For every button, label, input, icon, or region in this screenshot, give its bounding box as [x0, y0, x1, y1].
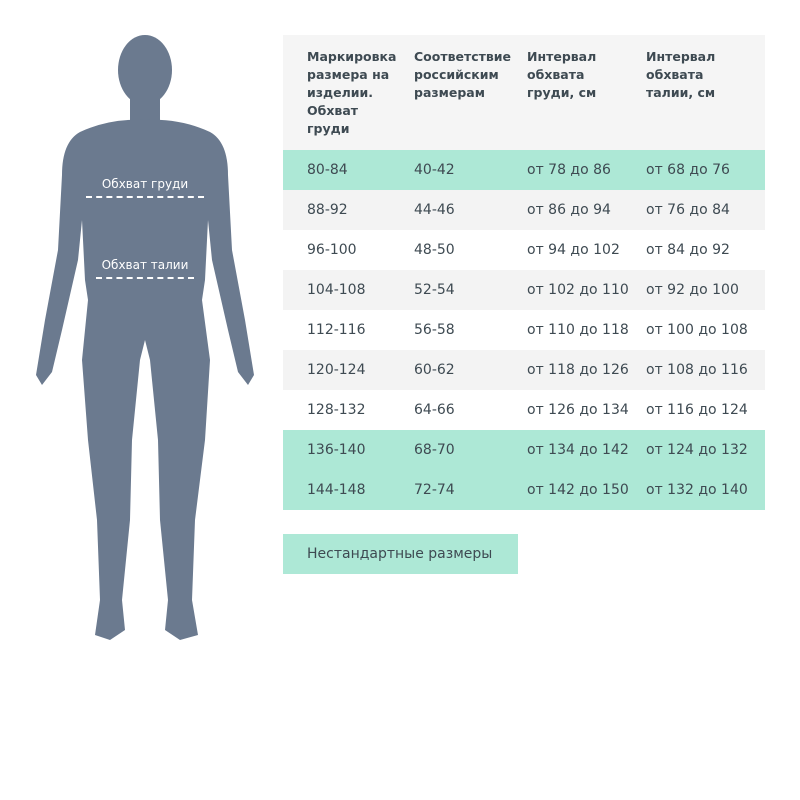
table-cell: 48-50 [414, 242, 455, 258]
table-cell: 56-58 [414, 322, 455, 338]
table-cell: 64-66 [414, 402, 455, 418]
waist-line [96, 277, 194, 279]
table-cell: 40-42 [414, 162, 455, 178]
table-cell: от 118 до 126 [527, 362, 629, 378]
table-row: 80-84 40-42 от 78 до 86 от 68 до 76 [283, 150, 765, 190]
chest-label: Обхват груди [101, 177, 189, 191]
table-cell: 112-116 [307, 322, 366, 338]
table-cell: от 108 до 116 [646, 362, 748, 378]
table-cell: 88-92 [307, 202, 348, 218]
table-cell: от 92 до 100 [646, 282, 739, 298]
table-cell: 136-140 [307, 442, 366, 458]
table-row: 88-92 44-46 от 86 до 94 от 76 до 84 [283, 190, 765, 230]
table-cell: от 132 до 140 [646, 482, 748, 498]
table-cell: 44-46 [414, 202, 455, 218]
table-cell: 96-100 [307, 242, 357, 258]
table-cell: от 68 до 76 [646, 162, 730, 178]
table-cell: от 76 до 84 [646, 202, 730, 218]
table-cell: от 116 до 124 [646, 402, 748, 418]
table-row: 128-132 64-66 от 126 до 134 от 116 до 124 [283, 390, 765, 430]
table-cell: от 86 до 94 [527, 202, 611, 218]
table-cell: 52-54 [414, 282, 455, 298]
table-cell: 120-124 [307, 362, 366, 378]
table-cell: от 110 до 118 [527, 322, 629, 338]
header-size-marking: Маркировка размера на изделии. Обхват гр… [307, 49, 397, 136]
nonstandard-sizes-button[interactable]: Нестандартные размеры [283, 534, 518, 574]
table-cell: от 126 до 134 [527, 402, 629, 418]
table-cell: 80-84 [307, 162, 348, 178]
table-row: 136-140 68-70 от 134 до 142 от 124 до 132 [283, 430, 765, 470]
table-row: 120-124 60-62 от 118 до 126 от 108 до 116 [283, 350, 765, 390]
table-cell: 60-62 [414, 362, 455, 378]
table-cell: 144-148 [307, 482, 366, 498]
table-cell: 104-108 [307, 282, 366, 298]
table-row: 96-100 48-50 от 94 до 102 от 84 до 92 [283, 230, 765, 270]
table-row: 144-148 72-74 от 142 до 150 от 132 до 140 [283, 470, 765, 510]
table-cell: от 100 до 108 [646, 322, 748, 338]
table-cell: 72-74 [414, 482, 455, 498]
table-cell: от 134 до 142 [527, 442, 629, 458]
table-cell: от 124 до 132 [646, 442, 748, 458]
header-waist-range: Интервал обхвата талии, см [646, 49, 716, 100]
table-row: 104-108 52-54 от 102 до 110 от 92 до 100 [283, 270, 765, 310]
table-cell: от 94 до 102 [527, 242, 620, 258]
header-chest-range: Интервал обхвата груди, см [527, 49, 597, 100]
table-row: 112-116 56-58 от 110 до 118 от 100 до 108 [283, 310, 765, 350]
table-header: Маркировка размера на изделии. Обхват гр… [283, 35, 765, 150]
table-cell: от 102 до 110 [527, 282, 629, 298]
waist-label: Обхват талии [101, 258, 189, 272]
size-table: Маркировка размера на изделии. Обхват гр… [283, 35, 765, 510]
table-cell: от 78 до 86 [527, 162, 611, 178]
table-cell: 128-132 [307, 402, 366, 418]
table-cell: 68-70 [414, 442, 455, 458]
body-silhouette [36, 35, 254, 640]
header-russian-size: Соответствие российским размерам [414, 49, 512, 100]
table-cell: от 84 до 92 [646, 242, 730, 258]
table-cell: от 142 до 150 [527, 482, 629, 498]
chest-line [86, 196, 204, 198]
